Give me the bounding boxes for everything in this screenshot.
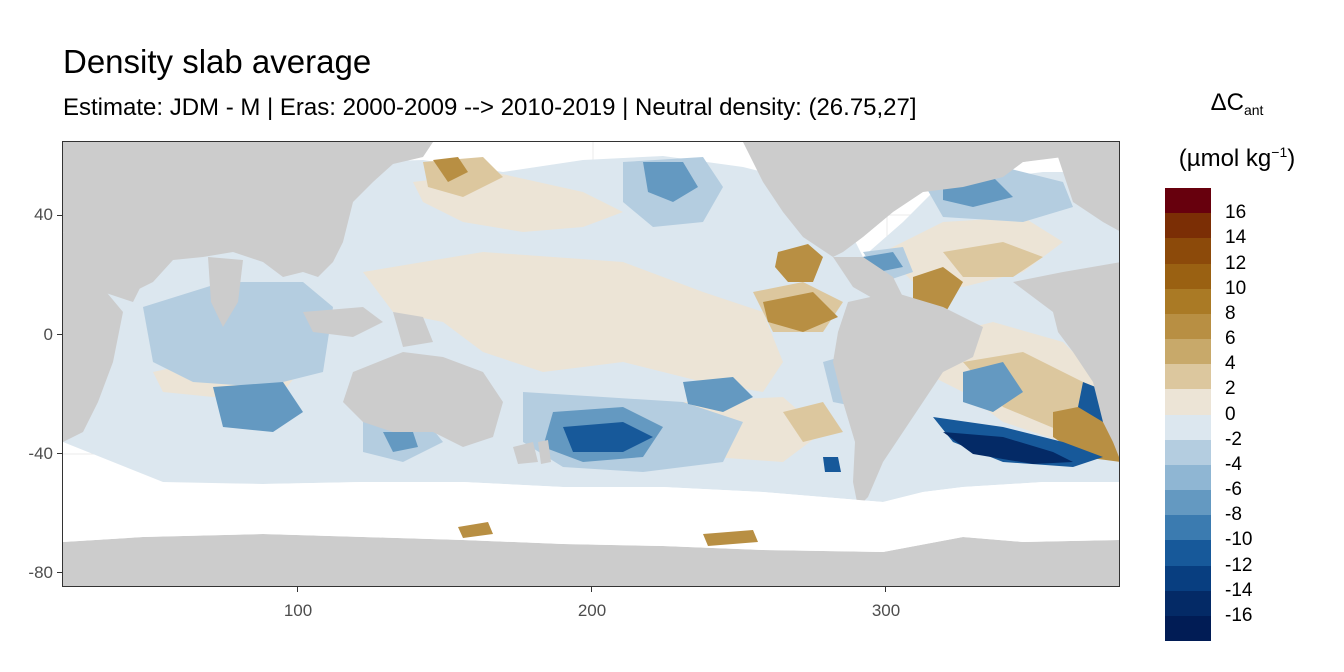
legend-swatch (1165, 339, 1211, 365)
map-panel (62, 141, 1120, 587)
legend-label: 0 (1225, 403, 1236, 425)
legend-swatch (1165, 414, 1211, 441)
legend-swatch (1165, 590, 1211, 617)
y-tick-label-40: 40 (34, 205, 53, 224)
legend-swatch (1165, 490, 1211, 516)
legend-unit: (µmol kg−1) (1178, 144, 1296, 172)
legend-label: 10 (1225, 277, 1247, 299)
legend-label: 8 (1225, 302, 1236, 324)
legend-swatch (1165, 263, 1211, 290)
legend-title: ΔCant (1210, 89, 1264, 118)
map-canvas (63, 142, 1119, 586)
legend-label: 6 (1225, 328, 1236, 349)
x-tick-label-100: 100 (283, 601, 313, 620)
legend-label: 12 (1225, 252, 1247, 274)
legend-label: -14 (1225, 579, 1253, 601)
legend-label: 14 (1225, 227, 1247, 249)
x-tick-mark (297, 587, 298, 592)
y-tick-mark (57, 215, 62, 216)
legend-colorbar (1165, 188, 1211, 642)
chart-title: Density slab average (63, 43, 372, 80)
legend-swatch (1165, 389, 1211, 415)
y-tick-mark (57, 334, 62, 335)
x-tick-label-200: 200 (577, 601, 607, 620)
y-tick-label-minus40: -40 (28, 444, 53, 463)
y-tick-label-minus80: -80 (28, 563, 53, 582)
y-tick-label-0: 0 (43, 325, 53, 344)
legend-label: -4 (1225, 453, 1242, 475)
negative-anomaly-extreme (943, 432, 1073, 464)
legend-swatch (1165, 364, 1211, 390)
legend-label: -10 (1225, 529, 1253, 551)
legend-swatch (1165, 238, 1211, 264)
legend-label: -6 (1225, 479, 1242, 500)
legend-swatch (1165, 439, 1211, 466)
legend-swatch (1165, 288, 1211, 315)
chart-subtitle: Estimate: JDM - M | Eras: 2000-2009 --> … (63, 94, 917, 121)
legend-label: -16 (1225, 604, 1253, 626)
legend-label: -8 (1225, 504, 1242, 526)
antarctic-shelf-positive (458, 522, 758, 546)
legend-label: -12 (1225, 554, 1253, 576)
land-masses (63, 142, 1119, 586)
legend-swatch (1165, 313, 1211, 340)
x-tick-mark (591, 587, 592, 592)
legend-swatch (1165, 565, 1211, 592)
y-tick-mark (57, 572, 62, 573)
y-tick-mark (57, 453, 62, 454)
legend-swatch (1165, 615, 1211, 642)
southern-ocean-nodata (63, 482, 1119, 552)
legend-label: 16 (1225, 202, 1247, 224)
legend-swatch (1165, 464, 1211, 491)
legend-label: 4 (1225, 353, 1236, 375)
legend-swatch (1165, 213, 1211, 239)
legend-swatch (1165, 188, 1211, 214)
x-tick-label-300: 300 (871, 601, 901, 620)
x-tick-mark (885, 587, 886, 592)
legend-label: 2 (1225, 378, 1236, 400)
legend-label: -2 (1225, 428, 1242, 450)
legend-swatch (1165, 540, 1211, 566)
legend-swatch (1165, 515, 1211, 541)
